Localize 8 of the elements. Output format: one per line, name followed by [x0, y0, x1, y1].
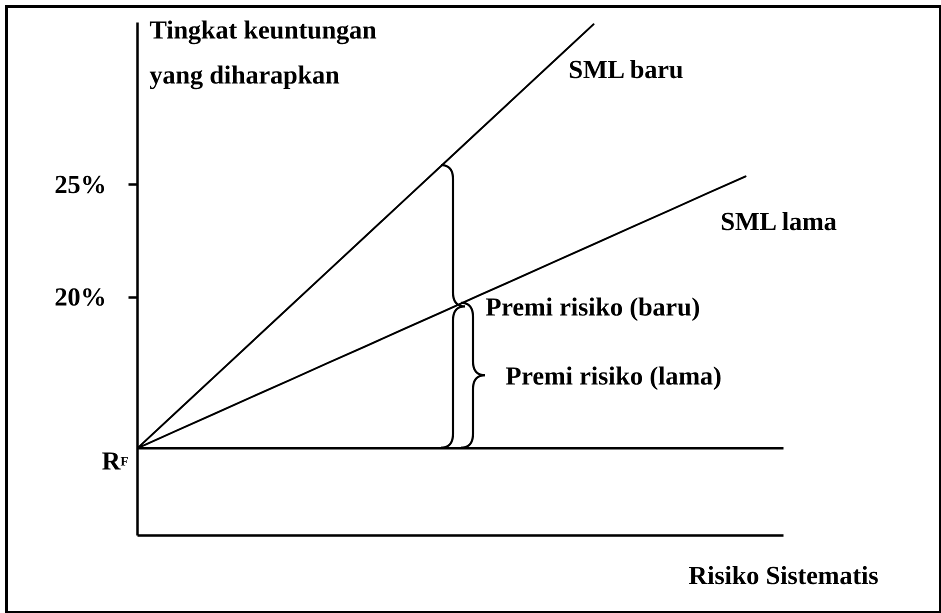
annotation: Premi risiko (lama): [506, 361, 722, 390]
y-tick-label: 20%: [54, 282, 106, 312]
annotation: Premi risiko (baru): [486, 292, 700, 322]
series-label: SML lama: [720, 206, 837, 236]
x-axis-title: Risiko Sistematis: [688, 561, 878, 590]
y-axis-title: Tingkat keuntungan yang diharapkan: [150, 16, 378, 90]
y-tick-label: 25%: [54, 170, 106, 199]
series-label: SML baru: [568, 54, 684, 84]
